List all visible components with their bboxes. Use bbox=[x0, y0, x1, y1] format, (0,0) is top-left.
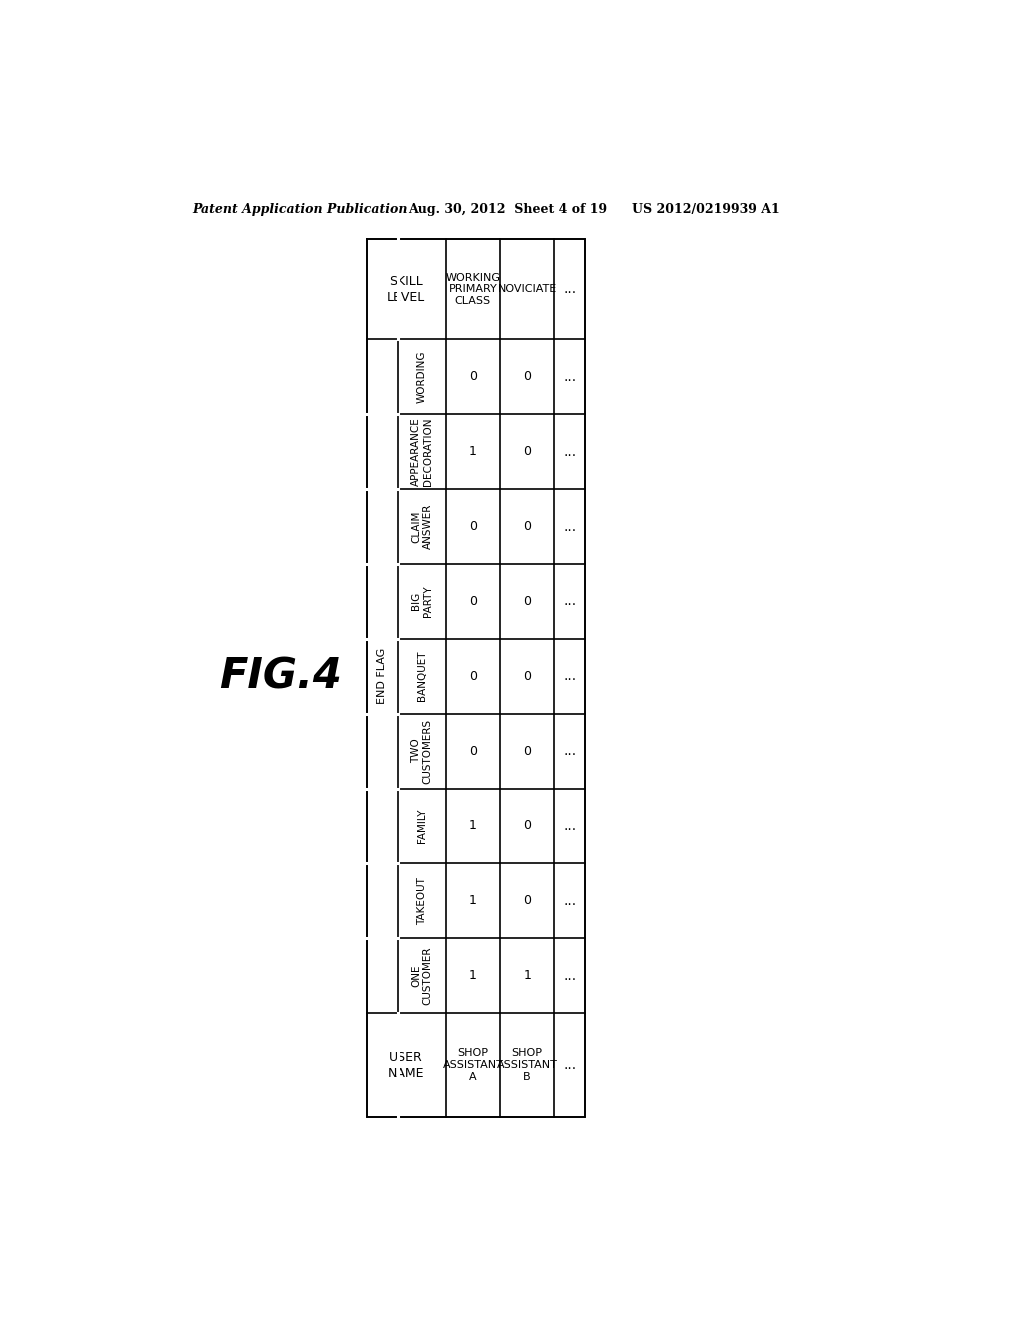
Text: APPEARANCE
DECORATION: APPEARANCE DECORATION bbox=[411, 417, 432, 486]
Text: SKILL
LEVEL: SKILL LEVEL bbox=[387, 275, 425, 304]
Text: ...: ... bbox=[563, 282, 577, 296]
Text: WORKING
PRIMARY
CLASS: WORKING PRIMARY CLASS bbox=[445, 273, 501, 306]
Text: NOVICIATE: NOVICIATE bbox=[498, 284, 557, 294]
Text: 0: 0 bbox=[523, 820, 531, 833]
Text: 0: 0 bbox=[523, 895, 531, 907]
Text: ...: ... bbox=[563, 1059, 577, 1072]
Text: ...: ... bbox=[563, 818, 577, 833]
Text: FIG.4: FIG.4 bbox=[219, 655, 342, 697]
Text: Aug. 30, 2012  Sheet 4 of 19: Aug. 30, 2012 Sheet 4 of 19 bbox=[409, 203, 607, 216]
Text: TWO
CUSTOMERS: TWO CUSTOMERS bbox=[411, 718, 432, 784]
Text: 0: 0 bbox=[469, 520, 477, 533]
Text: 0: 0 bbox=[523, 371, 531, 383]
Text: END FLAG: END FLAG bbox=[377, 648, 387, 705]
Text: USER
NAME: USER NAME bbox=[388, 1051, 425, 1080]
Text: ...: ... bbox=[563, 669, 577, 684]
Text: 0: 0 bbox=[523, 445, 531, 458]
Text: FAMILY: FAMILY bbox=[417, 809, 427, 843]
Text: ...: ... bbox=[563, 370, 577, 384]
Text: ...: ... bbox=[563, 445, 577, 458]
Text: SHOP
ASSISTANT
A: SHOP ASSISTANT A bbox=[442, 1048, 504, 1081]
Text: 1: 1 bbox=[523, 969, 531, 982]
Text: 0: 0 bbox=[523, 669, 531, 682]
Text: BIG
PARTY: BIG PARTY bbox=[411, 586, 432, 618]
Text: 1: 1 bbox=[469, 820, 477, 833]
Text: BANQUET: BANQUET bbox=[417, 651, 427, 701]
Text: 1: 1 bbox=[469, 969, 477, 982]
Text: ...: ... bbox=[563, 894, 577, 908]
Text: ...: ... bbox=[563, 744, 577, 758]
Text: WORDING: WORDING bbox=[417, 351, 427, 403]
Text: ...: ... bbox=[563, 969, 577, 982]
Text: 1: 1 bbox=[469, 445, 477, 458]
Text: 0: 0 bbox=[469, 371, 477, 383]
Text: TAKEOUT: TAKEOUT bbox=[417, 876, 427, 925]
Text: US 2012/0219939 A1: US 2012/0219939 A1 bbox=[632, 203, 779, 216]
Text: 1: 1 bbox=[469, 895, 477, 907]
Text: 0: 0 bbox=[469, 744, 477, 758]
Text: 0: 0 bbox=[523, 744, 531, 758]
Text: CLAIM
ANSWER: CLAIM ANSWER bbox=[411, 504, 432, 549]
Text: 0: 0 bbox=[469, 669, 477, 682]
Text: SHOP
ASSISTANT
B: SHOP ASSISTANT B bbox=[497, 1048, 557, 1081]
Text: 0: 0 bbox=[523, 595, 531, 609]
Text: 0: 0 bbox=[469, 595, 477, 609]
Text: ...: ... bbox=[563, 520, 577, 533]
Text: 0: 0 bbox=[523, 520, 531, 533]
Text: ONE
CUSTOMER: ONE CUSTOMER bbox=[411, 946, 432, 1005]
Text: ...: ... bbox=[563, 594, 577, 609]
Text: Patent Application Publication: Patent Application Publication bbox=[193, 203, 408, 216]
